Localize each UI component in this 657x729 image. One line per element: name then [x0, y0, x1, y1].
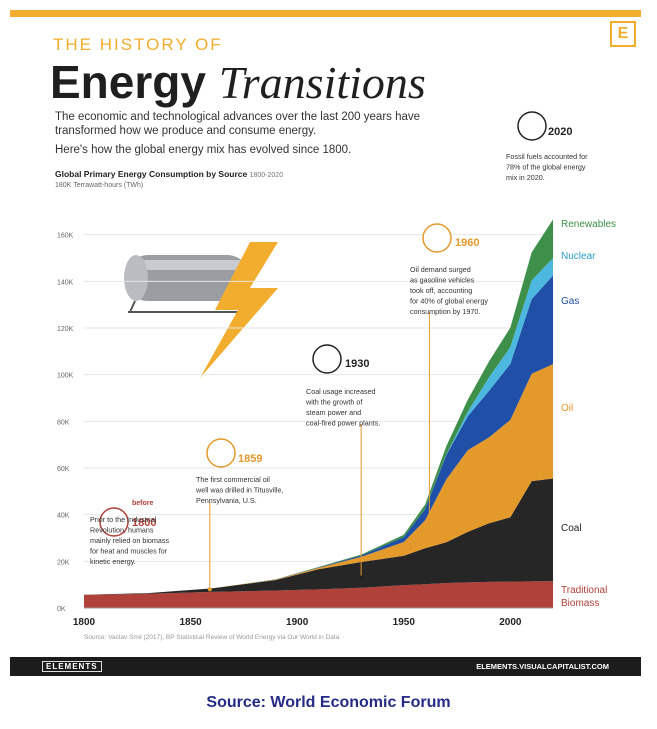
annotation-text: Prior to the Industrial [90, 515, 157, 524]
y-tick-label: 100K [57, 373, 74, 380]
annotation-dot [359, 575, 364, 580]
y-tick-label: 60K [57, 466, 70, 473]
oil-derrick-icon [206, 438, 236, 468]
x-tick-label: 1800 [73, 617, 96, 628]
headline: Energy Transitions [50, 54, 426, 111]
y-tick-label: 40K [57, 513, 70, 520]
elements-logo-icon: E [610, 21, 636, 47]
annotation-text: Fossil fuels accounted for [506, 152, 588, 161]
image-credit: Source: World Economic Forum [206, 694, 451, 711]
footer-brand: ELEMENTS [42, 661, 102, 672]
x-tick-label: 2000 [499, 617, 522, 628]
annotation-text: took off, accounting [410, 286, 472, 295]
annotation-text: kinetic energy. [90, 557, 136, 566]
chart-subtitle: 1800-2020 [249, 172, 284, 179]
headline-bold: Energy [50, 56, 206, 108]
annotation-text: Oil demand surged [410, 265, 471, 274]
annotation-text: mainly relied on biomass [90, 536, 170, 545]
series-label: Biomass [561, 598, 599, 609]
annotation-text: steam power and [306, 408, 361, 417]
top-accent-bar [10, 10, 641, 17]
infographic-card: E THE HISTORY OF Energy Transitions The … [10, 10, 641, 676]
annotation-text: coal-fired power plants. [306, 419, 380, 428]
annotation-text: for heat and muscles for [90, 547, 168, 556]
chart-title-text: Global Primary Energy Consumption by Sou… [55, 169, 248, 179]
series-label: Traditional [561, 585, 607, 596]
annotation-year: 1930 [345, 358, 369, 370]
footer-bar: ELEMENTS ELEMENTS.VISUALCAPITALIST.COM [10, 657, 641, 676]
y-tick-label: 160K [57, 233, 74, 240]
series-area [84, 364, 553, 595]
intro-text: The economic and technological advances … [55, 111, 421, 137]
y-tick-label: 120K [57, 326, 74, 333]
headline-kicker: THE HISTORY OF [53, 35, 223, 54]
fuel-pump-icon [517, 111, 547, 141]
footer-url: ELEMENTS.VISUALCAPITALIST.COM [476, 662, 609, 671]
annotation-text: well was drilled in Titusville, [195, 486, 283, 495]
factory-icon [312, 344, 342, 374]
car-icon [422, 223, 452, 253]
y-tick-label: 80K [57, 419, 70, 426]
series-area [84, 275, 553, 595]
annotation-text: with the growth of [305, 398, 362, 407]
chart-source: Source: Vaclav Smil (2017), BP Statistic… [84, 634, 340, 641]
annotation-text: mix in 2020. [506, 173, 545, 182]
y-axis-top-tick: 180K [55, 182, 72, 189]
x-tick-label: 1950 [393, 617, 416, 628]
series-label: Renewables [561, 219, 616, 230]
annotation-text: 78% of the global energy [506, 163, 586, 172]
series-label: Coal [561, 523, 582, 534]
annotation-text: consumption by 1970. [410, 307, 480, 316]
annotation-text: Revolution, humans [90, 526, 154, 535]
annotation-dot [427, 533, 432, 538]
annotation-year: 2020 [548, 126, 572, 138]
series-label: Nuclear [561, 251, 596, 262]
annotation-text: as gasoline vehicles [410, 276, 475, 285]
y-tick-label: 20K [57, 559, 70, 566]
annotation-dot [207, 587, 212, 592]
annotation-year-prefix: before [132, 500, 154, 507]
y-axis-label: Terrawatt-hours (TWh) [73, 182, 144, 189]
series-area [84, 581, 553, 608]
annotation-text: Pennsylvania, U.S. [196, 496, 257, 505]
intro-text-2: Here's how the global energy mix has evo… [55, 144, 352, 156]
x-tick-label: 1850 [179, 617, 202, 628]
y-tick-label: 0K [57, 606, 66, 613]
annotation-year: 1859 [238, 453, 262, 465]
chart-title: Global Primary Energy Consumption by Sou… [55, 169, 283, 179]
annotation-text: Coal usage increased [306, 387, 376, 396]
fire-icon [99, 507, 129, 537]
series-label: Gas [561, 296, 579, 307]
y-tick-label: 140K [57, 279, 74, 286]
energy-area-chart: 0K 20K 40K 60K 80K 100K 120K 140K 160K 1800 1850 19… [57, 111, 616, 641]
annotation-year: 1800 [132, 517, 156, 529]
annotation-text: for 40% of global energy [410, 297, 488, 306]
series-label: Oil [561, 403, 573, 414]
series-area [84, 478, 553, 595]
y-axis-unit: 180K Terrawatt-hours (TWh) [55, 182, 143, 189]
annotation-year: 1960 [455, 237, 479, 249]
lightning-bolt-illustration [200, 242, 278, 378]
headline-italic: Transitions [218, 57, 426, 108]
annotation-text: The first commercial oil [196, 475, 270, 484]
x-tick-label: 1900 [286, 617, 309, 628]
